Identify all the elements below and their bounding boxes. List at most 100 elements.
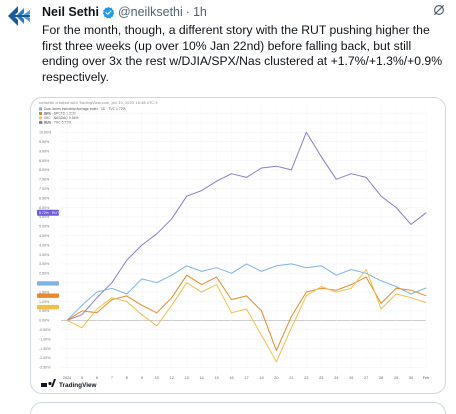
data-point-nas bbox=[425, 302, 427, 303]
data-point-spx bbox=[335, 289, 337, 291]
data-point-djia bbox=[201, 271, 203, 272]
data-point-nas bbox=[126, 301, 128, 302]
y-tick-label: 0.50% bbox=[39, 309, 50, 313]
data-point-djia bbox=[141, 278, 143, 280]
grok-button[interactable] bbox=[432, 3, 446, 22]
data-point-rut bbox=[111, 282, 113, 284]
data-point-nas bbox=[320, 286, 322, 287]
data-point-nas bbox=[201, 291, 203, 293]
data-point-nas bbox=[231, 312, 232, 314]
y-axis-value-tags: 5.72% · RUT bbox=[37, 209, 60, 310]
y-tick-label: -1.50% bbox=[39, 347, 51, 351]
data-point-djia bbox=[425, 287, 427, 289]
tweet-text: For the month, though, a different story… bbox=[42, 23, 443, 84]
logo-avatar-icon bbox=[8, 6, 30, 26]
data-point-spx bbox=[291, 316, 292, 317]
legend-entry: RUT · TVC 5.72% bbox=[44, 121, 71, 125]
y-tick-label: 5.50% bbox=[39, 215, 50, 219]
data-point-rut bbox=[395, 207, 397, 208]
data-point-nas bbox=[246, 308, 247, 310]
y-tick-label: 2.50% bbox=[39, 272, 50, 276]
data-point-rut bbox=[156, 233, 158, 235]
x-tick-label: 21 bbox=[289, 376, 293, 380]
data-point-spx bbox=[350, 284, 352, 285]
data-point-nas bbox=[171, 304, 173, 306]
y-tick-label: 10.50% bbox=[39, 121, 52, 125]
x-tick-label: 8 bbox=[126, 376, 128, 380]
data-point-djia bbox=[395, 286, 397, 287]
data-point-spx bbox=[141, 304, 143, 306]
data-point-rut bbox=[201, 190, 203, 191]
y-tick-label: 3.50% bbox=[39, 253, 50, 257]
chart-legend: Dow Jones Industrial Average Index · 1D … bbox=[39, 107, 126, 125]
data-point-spx bbox=[171, 297, 173, 299]
y-tick-label: 4.50% bbox=[39, 234, 50, 238]
tweet-media-chart[interactable]: neilsethi created with TradingView.com, … bbox=[30, 97, 446, 394]
x-tick-label: 27 bbox=[364, 376, 368, 380]
x-tick-label: 23 bbox=[319, 376, 323, 380]
data-point-spx bbox=[156, 312, 158, 314]
data-point-rut bbox=[276, 165, 277, 167]
data-point-spx bbox=[276, 350, 277, 351]
x-tick-label: 5 bbox=[81, 376, 83, 380]
y-tick-label: -2.50% bbox=[39, 366, 51, 370]
x-tick-label: 30 bbox=[409, 376, 413, 380]
data-point-rut bbox=[261, 167, 262, 169]
data-point-djia bbox=[171, 274, 173, 276]
data-point-djia bbox=[186, 265, 188, 267]
y-tick-label: -2.00% bbox=[39, 356, 51, 360]
data-point-spx bbox=[111, 299, 113, 300]
data-point-rut bbox=[231, 173, 232, 175]
tweet-time[interactable]: 1h bbox=[192, 5, 207, 19]
data-point-djia bbox=[96, 291, 98, 293]
data-point-djia bbox=[276, 265, 277, 267]
series-value-tag bbox=[37, 293, 59, 298]
data-point-rut bbox=[126, 259, 128, 261]
y-tick-label: 6.00% bbox=[39, 206, 50, 210]
data-point-djia bbox=[350, 269, 352, 270]
data-point-rut bbox=[216, 180, 218, 182]
data-point-nas bbox=[186, 282, 188, 284]
x-tick-label: 2024 bbox=[63, 376, 71, 380]
data-point-nas bbox=[380, 308, 382, 310]
x-tick-label: 22 bbox=[304, 376, 308, 380]
legend-entry: Dow Jones Industrial Average Index · 1D … bbox=[44, 107, 126, 111]
verified-badge-icon bbox=[102, 6, 115, 19]
data-point-nas bbox=[365, 269, 367, 270]
data-point-nas bbox=[111, 297, 113, 299]
data-point-djia bbox=[365, 272, 367, 274]
data-point-nas bbox=[395, 293, 397, 295]
data-point-rut bbox=[365, 177, 367, 178]
data-point-nas bbox=[141, 314, 143, 316]
y-tick-label: 6.50% bbox=[39, 196, 50, 200]
legend-swatch bbox=[39, 107, 42, 111]
data-point-rut bbox=[246, 177, 247, 178]
y-tick-label: 9.50% bbox=[39, 140, 50, 144]
data-point-djia bbox=[126, 293, 128, 295]
x-tick-label: 15 bbox=[214, 376, 218, 380]
data-point-spx bbox=[365, 276, 367, 278]
data-point-djia bbox=[216, 267, 218, 269]
x-axis-ticks: 2024 5 6 7 8 9 10 12 13 14 15 16 17 19 20 21 22 23 24 26 27 2… bbox=[63, 376, 430, 380]
next-media-card[interactable] bbox=[30, 402, 446, 414]
x-tick-label: 19 bbox=[259, 376, 263, 380]
data-point-spx bbox=[186, 274, 188, 276]
data-point-djia bbox=[81, 304, 83, 306]
x-tick-label: 6 bbox=[96, 376, 98, 380]
y-axis-ticks: 11.00% 10.50% 10.00% 9.50% 9.00% 8.50% 8.00% 7.… bbox=[39, 112, 52, 370]
author-handle[interactable]: @neilksethi bbox=[117, 5, 183, 19]
y-tick-label: -0.50% bbox=[39, 328, 51, 332]
data-point-rut bbox=[96, 297, 98, 299]
data-point-spx bbox=[216, 276, 218, 278]
data-point-djia bbox=[261, 271, 262, 272]
data-point-djia bbox=[410, 293, 412, 295]
y-tick-label: 8.00% bbox=[39, 168, 50, 172]
tradingview-watermark: TradingView bbox=[41, 379, 97, 389]
author-name[interactable]: Neil Sethi bbox=[42, 5, 99, 19]
avatar[interactable] bbox=[6, 2, 34, 30]
y-tick-label: 3.00% bbox=[39, 262, 50, 266]
rut-value-tag bbox=[37, 209, 59, 216]
data-point-rut bbox=[141, 244, 143, 246]
data-point-spx bbox=[395, 287, 397, 289]
rut-value-tag-label: 5.72% · RUT bbox=[39, 211, 60, 215]
